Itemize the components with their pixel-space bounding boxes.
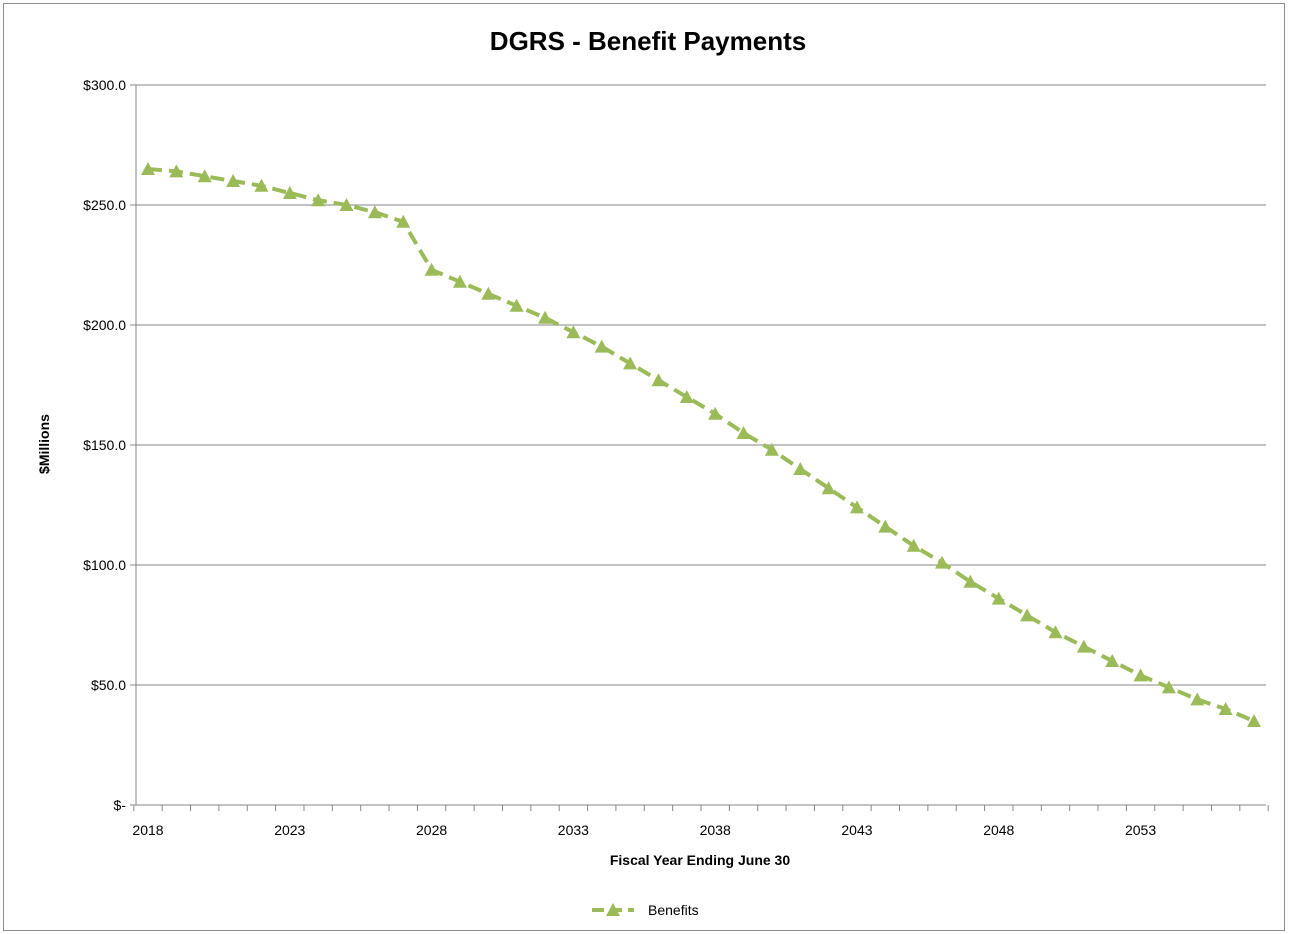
data-point: [623, 356, 638, 370]
data-point: [254, 178, 269, 192]
series-benefits: [141, 162, 1261, 727]
data-point: [197, 169, 212, 183]
y-tick-label: $50.0: [91, 677, 126, 693]
x-tick-label: 2028: [416, 822, 447, 838]
chart-title: DGRS - Benefit Payments: [490, 26, 806, 56]
data-point: [991, 591, 1006, 605]
y-tick-label: $200.0: [83, 317, 126, 333]
axes: [135, 85, 1266, 806]
legend-label-benefits: Benefits: [648, 902, 699, 918]
data-point: [1247, 714, 1261, 727]
data-point: [1133, 668, 1148, 682]
data-point: [1048, 625, 1063, 639]
data-point: [566, 325, 581, 339]
data-point: [849, 500, 864, 514]
data-point: [736, 426, 751, 439]
x-tick-label: 2048: [983, 822, 1014, 838]
data-point: [878, 519, 893, 533]
data-point: [764, 442, 779, 456]
data-point: [538, 310, 553, 324]
data-point: [339, 198, 354, 211]
y-axis-ticks: $- $50.0 $100.0 $150.0 $200.0 $250.0 $300.0: [83, 77, 136, 813]
x-axis-label: Fiscal Year Ending June 30: [610, 852, 790, 868]
data-point: [1105, 654, 1120, 667]
data-point: [1020, 608, 1035, 622]
data-point: [311, 193, 326, 207]
data-point: [452, 274, 467, 288]
data-point: [963, 574, 978, 588]
data-point: [424, 262, 439, 276]
series-line: [147, 167, 1255, 723]
data-point: [906, 538, 921, 552]
data-point: [396, 214, 411, 228]
data-point: [935, 555, 950, 569]
data-point: [1161, 680, 1176, 694]
y-tick-label: $300.0: [83, 77, 126, 93]
chart-frame: [3, 3, 1285, 931]
gridlines: [136, 84, 1266, 686]
y-tick-label: $150.0: [83, 437, 126, 453]
data-point: [708, 406, 723, 420]
data-point: [679, 390, 694, 403]
data-point: [1076, 639, 1091, 653]
data-point: [141, 162, 155, 175]
data-point: [282, 186, 297, 199]
data-point: [481, 286, 496, 300]
data-point: [1190, 692, 1205, 706]
data-point: [509, 298, 524, 312]
legend-marker-triangle: [606, 903, 620, 916]
x-tick-label: 2038: [700, 822, 731, 838]
legend: Benefits: [592, 902, 699, 918]
x-tick-label: 2033: [558, 822, 589, 838]
data-point: [169, 164, 184, 178]
data-point: [1218, 702, 1233, 715]
y-tick-label: $250.0: [83, 197, 126, 213]
x-tick-label: 2043: [841, 822, 872, 838]
data-point: [367, 205, 382, 219]
data-point: [594, 339, 609, 353]
x-tick-label: 2023: [274, 822, 305, 838]
y-tick-label: $100.0: [83, 557, 126, 573]
y-axis-label: $Millions: [36, 414, 52, 474]
data-point: [793, 462, 808, 475]
x-tick-label: 2053: [1125, 822, 1156, 838]
data-point: [226, 174, 241, 187]
data-point: [821, 481, 836, 495]
y-tick-label: $-: [114, 797, 127, 813]
x-axis-ticks: 2018 2023 2028 2033 2038 2043 2048 2053: [132, 805, 1269, 838]
x-tick-label: 2018: [132, 822, 163, 838]
data-point: [651, 373, 666, 387]
